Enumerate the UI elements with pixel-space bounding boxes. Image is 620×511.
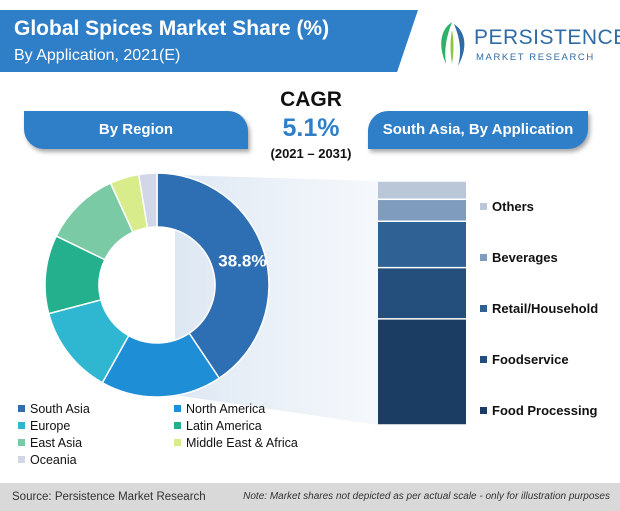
legend-item-beverages: Beverages (480, 250, 558, 265)
legend-label: Europe (30, 419, 71, 433)
legend-swatch (18, 456, 25, 463)
legend-item-oceania: Oceania (18, 453, 77, 468)
legend-item-east-asia: East Asia (18, 436, 82, 451)
application-legend: Food Processing Foodservice Retail/Househo… (480, 0, 620, 511)
logo-mark-icon (441, 22, 465, 66)
legend-label: Foodservice (492, 352, 569, 367)
legend-item-foodservice: Foodservice (480, 352, 569, 367)
bar-segment-food-processing (378, 319, 466, 425)
region-section-label: By Region (24, 111, 248, 149)
donut-data-label: 38.8% (218, 251, 266, 270)
title-banner: Global Spices Market Share (%) By Applic… (0, 10, 418, 72)
footer-bar: Source: Persistence Market Research Note… (0, 483, 620, 511)
donut-slice-south-asia (156, 172, 270, 380)
application-section-label: South Asia, By Application (368, 111, 588, 149)
bar-segment-others (378, 181, 466, 199)
persistence-logo: PERSISTENCE MARKET RESEARCH (432, 18, 620, 78)
chart-title: Global Spices Market Share (%) (14, 17, 330, 40)
region-legend: South Asia North America Europe Latin Ameri… (18, 402, 348, 474)
legend-item-food-processing: Food Processing (480, 403, 597, 418)
legend-swatch (174, 422, 181, 429)
legend-label: Retail/Household (492, 301, 599, 316)
cagr-block: CAGR 5.1% (2021 – 2031) (258, 88, 364, 161)
legend-swatch (174, 439, 181, 446)
cagr-period: (2021 – 2031) (270, 146, 352, 161)
footer-source: Source: Persistence Market Research (12, 491, 206, 503)
region-donut-chart: 38.8% (44, 172, 270, 398)
legend-swatch (18, 439, 25, 446)
legend-swatch (480, 203, 487, 210)
legend-label: South Asia (30, 402, 90, 416)
logo-subtitle: MARKET RESEARCH (476, 52, 595, 63)
cagr-value: 5.1% (282, 114, 340, 142)
legend-label: East Asia (30, 436, 83, 450)
legend-item-north-america: North America (174, 402, 265, 417)
application-stacked-bar (378, 181, 466, 425)
bar-segment-beverages (378, 200, 466, 221)
legend-swatch (480, 254, 487, 261)
legend-swatch (480, 407, 487, 414)
legend-label: North America (186, 402, 266, 416)
legend-label: Beverages (492, 250, 558, 265)
legend-label: Latin America (186, 419, 262, 433)
logo-name: PERSISTENCE (474, 26, 620, 49)
bar-segment-retail-household (378, 222, 466, 267)
legend-swatch (18, 405, 25, 412)
legend-item-middle-east-africa: Middle East & Africa (174, 436, 298, 451)
cagr-label: CAGR (280, 88, 342, 111)
legend-swatch (480, 356, 487, 363)
legend-label: Oceania (30, 453, 77, 467)
legend-label: Food Processing (492, 403, 598, 418)
legend-swatch (174, 405, 181, 412)
legend-label: Others (492, 199, 534, 214)
legend-item-south-asia: South Asia (18, 402, 90, 417)
bar-segment-foodservice (378, 268, 466, 319)
donut-slice-oceania (137, 172, 158, 229)
chart-subtitle: By Application, 2021(E) (14, 47, 181, 64)
legend-swatch (18, 422, 25, 429)
footer-note: Note: Market shares not depicted as per … (243, 491, 610, 502)
legend-item-europe: Europe (18, 419, 70, 434)
legend-swatch (480, 305, 487, 312)
legend-item-retail-household: Retail/Household (480, 301, 598, 316)
legend-item-latin-america: Latin America (174, 419, 262, 434)
legend-label: Middle East & Africa (186, 436, 298, 450)
legend-item-others: Others (480, 199, 534, 214)
